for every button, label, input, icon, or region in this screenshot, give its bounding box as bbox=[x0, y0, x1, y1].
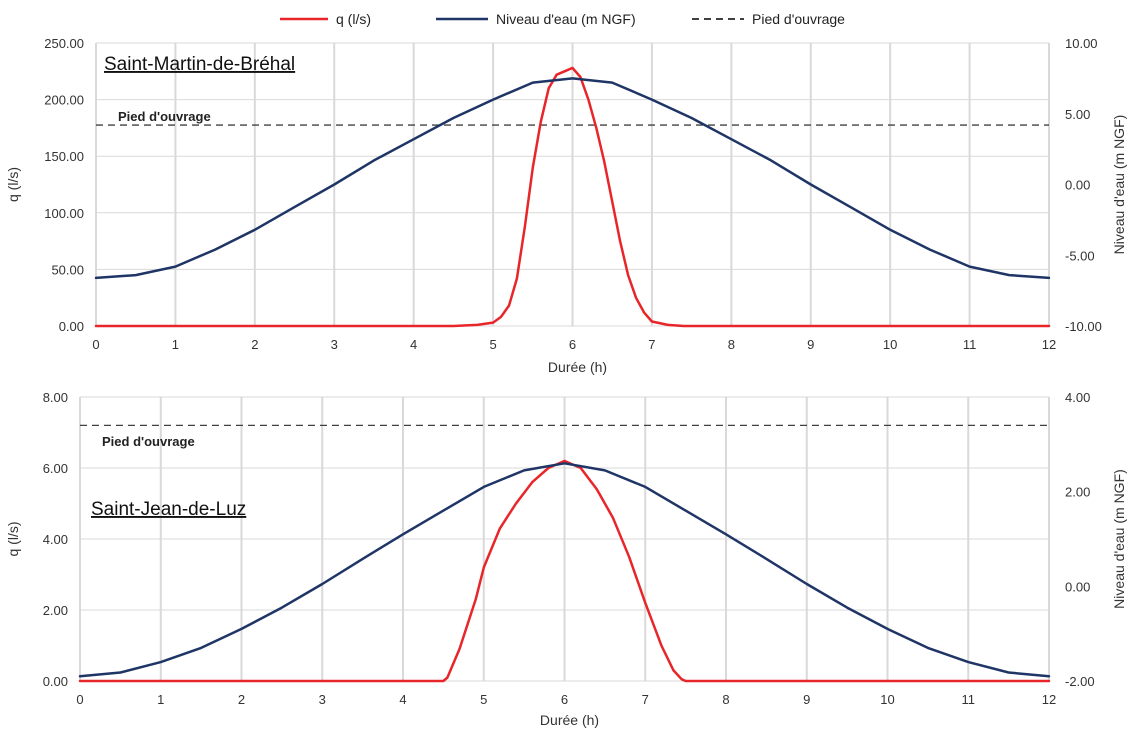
site-title: Saint-Jean-de-Luz bbox=[91, 499, 246, 520]
chart-panel-saint-jean: 0 1 2 3 4 5 6 7 8 9 10 11 120.002.004.006.008.00-2.0… bbox=[5, 390, 1127, 728]
x-axis-title: Durée (h) bbox=[540, 712, 599, 728]
x-tick-label: 11 bbox=[963, 337, 977, 352]
y-left-axis-title: q (l/s) bbox=[5, 167, 21, 202]
x-tick-label: 9 bbox=[803, 692, 810, 707]
legend-label-q: q (l/s) bbox=[336, 11, 371, 27]
x-axis-title: Durée (h) bbox=[548, 359, 607, 375]
legend: q (l/s) Niveau d'eau (m NGF) Pied d'ouvr… bbox=[280, 11, 845, 27]
y-left-tick-label: 2.00 bbox=[43, 603, 68, 618]
y-left-tick-label: 0.00 bbox=[43, 674, 68, 689]
legend-item-niveau: Niveau d'eau (m NGF) bbox=[436, 11, 636, 27]
y-left-axis-title: q (l/s) bbox=[5, 522, 21, 557]
x-tick-label: 8 bbox=[722, 692, 729, 707]
y-right-tick-label: 5.00 bbox=[1065, 107, 1090, 122]
y-right-tick-label: 4.00 bbox=[1065, 390, 1090, 405]
series-line-q bbox=[94, 66, 1051, 328]
x-tick-label: 6 bbox=[561, 692, 568, 707]
series-line-q bbox=[78, 459, 1051, 683]
x-tick-label: 7 bbox=[642, 692, 649, 707]
x-tick-label: 0 bbox=[92, 337, 99, 352]
legend-item-pied: Pied d'ouvrage bbox=[692, 11, 845, 27]
y-left-tick-label: 150.00 bbox=[44, 149, 84, 164]
y-right-tick-label: 10.00 bbox=[1065, 36, 1098, 51]
pied-ouvrage-label: Pied d'ouvrage bbox=[102, 434, 195, 449]
y-left-tick-label: 200.00 bbox=[44, 93, 84, 108]
series-line-niveau bbox=[78, 462, 1051, 678]
y-left-tick-label: 0.00 bbox=[59, 319, 84, 334]
x-tick-label: 10 bbox=[880, 692, 894, 707]
x-tick-label: 2 bbox=[251, 337, 258, 352]
x-tick-label: 1 bbox=[157, 692, 164, 707]
x-tick-label: 12 bbox=[1042, 692, 1056, 707]
y-right-tick-label: 0.00 bbox=[1065, 579, 1090, 594]
x-tick-label: 4 bbox=[399, 692, 406, 707]
x-tick-label: 0 bbox=[76, 692, 83, 707]
pied-ouvrage-label: Pied d'ouvrage bbox=[118, 109, 211, 124]
legend-item-q: q (l/s) bbox=[280, 11, 371, 27]
y-left-tick-label: 100.00 bbox=[44, 206, 84, 221]
x-tick-label: 5 bbox=[489, 337, 496, 352]
y-left-tick-label: 50.00 bbox=[51, 262, 84, 277]
y-right-axis-title: Niveau d'eau (m NGF) bbox=[1111, 469, 1127, 609]
y-right-axis-title: Niveau d'eau (m NGF) bbox=[1111, 115, 1127, 255]
x-tick-label: 7 bbox=[648, 337, 655, 352]
x-tick-label: 10 bbox=[883, 337, 897, 352]
site-title: Saint-Martin-de-Bréhal bbox=[104, 54, 295, 75]
x-tick-label: 8 bbox=[728, 337, 735, 352]
y-right-tick-label: -10.00 bbox=[1065, 319, 1102, 334]
x-tick-label: 1 bbox=[172, 337, 179, 352]
x-tick-label: 4 bbox=[410, 337, 417, 352]
x-tick-label: 9 bbox=[807, 337, 814, 352]
x-tick-label: 12 bbox=[1042, 337, 1056, 352]
x-tick-label: 6 bbox=[569, 337, 576, 352]
y-left-tick-label: 8.00 bbox=[43, 390, 68, 405]
y-left-tick-label: 250.00 bbox=[44, 36, 84, 51]
x-tick-label: 2 bbox=[238, 692, 245, 707]
chart-panel-saint-martin: 0 1 2 3 4 5 6 7 8 9 10 11 120.0050.00100.00150.00200… bbox=[5, 36, 1127, 375]
y-left-tick-label: 4.00 bbox=[43, 532, 68, 547]
y-right-tick-label: -2.00 bbox=[1065, 674, 1095, 689]
x-tick-label: 3 bbox=[319, 692, 326, 707]
y-left-tick-label: 6.00 bbox=[43, 461, 68, 476]
x-tick-label: 11 bbox=[962, 692, 976, 707]
y-right-tick-label: 0.00 bbox=[1065, 178, 1090, 193]
series-line-niveau bbox=[94, 77, 1051, 280]
y-right-tick-label: 2.00 bbox=[1065, 485, 1090, 500]
legend-label-pied: Pied d'ouvrage bbox=[752, 11, 845, 27]
y-right-tick-label: -5.00 bbox=[1065, 248, 1095, 263]
x-tick-label: 5 bbox=[480, 692, 487, 707]
legend-label-niveau: Niveau d'eau (m NGF) bbox=[496, 11, 636, 27]
x-tick-label: 3 bbox=[331, 337, 338, 352]
